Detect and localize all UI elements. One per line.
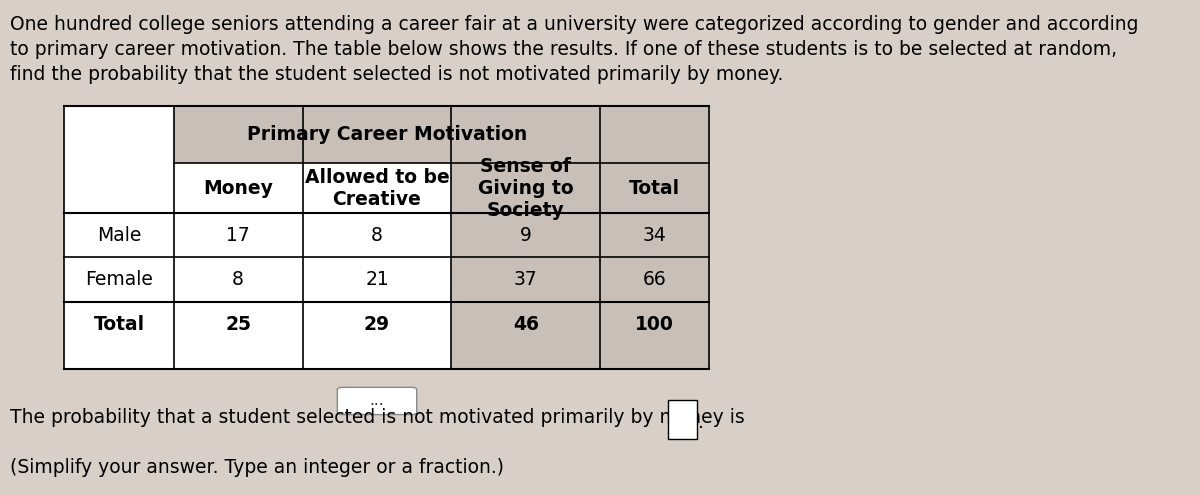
Text: 37: 37 xyxy=(514,270,538,289)
FancyBboxPatch shape xyxy=(451,106,600,369)
Text: 8: 8 xyxy=(232,270,244,289)
Text: The probability that a student selected is not motivated primarily by money is: The probability that a student selected … xyxy=(10,408,745,427)
Text: Total: Total xyxy=(629,179,680,198)
Text: Primary Career Motivation: Primary Career Motivation xyxy=(247,125,527,145)
Text: Female: Female xyxy=(85,270,154,289)
FancyBboxPatch shape xyxy=(174,106,600,163)
Text: 34: 34 xyxy=(643,226,667,245)
Text: Total: Total xyxy=(94,315,145,334)
Text: 17: 17 xyxy=(227,226,250,245)
Text: 8: 8 xyxy=(371,226,383,245)
Text: 9: 9 xyxy=(520,226,532,245)
Text: 21: 21 xyxy=(365,270,389,289)
Text: (Simplify your answer. Type an integer or a fraction.): (Simplify your answer. Type an integer o… xyxy=(10,458,504,477)
FancyBboxPatch shape xyxy=(600,106,709,369)
Text: Allowed to be
Creative: Allowed to be Creative xyxy=(305,168,450,208)
Text: ...: ... xyxy=(370,394,384,408)
Text: .: . xyxy=(697,413,703,432)
Text: 66: 66 xyxy=(643,270,667,289)
Text: 46: 46 xyxy=(512,315,539,334)
Text: One hundred college seniors attending a career fair at a university were categor: One hundred college seniors attending a … xyxy=(10,15,1139,84)
Text: Money: Money xyxy=(203,179,274,198)
Text: Male: Male xyxy=(97,226,142,245)
Text: Sense of
Giving to
Society: Sense of Giving to Society xyxy=(478,156,574,220)
Text: 100: 100 xyxy=(636,315,674,334)
FancyBboxPatch shape xyxy=(65,106,709,369)
FancyBboxPatch shape xyxy=(667,400,696,439)
Text: 25: 25 xyxy=(226,315,251,334)
FancyBboxPatch shape xyxy=(337,387,416,415)
Text: 29: 29 xyxy=(364,315,390,334)
